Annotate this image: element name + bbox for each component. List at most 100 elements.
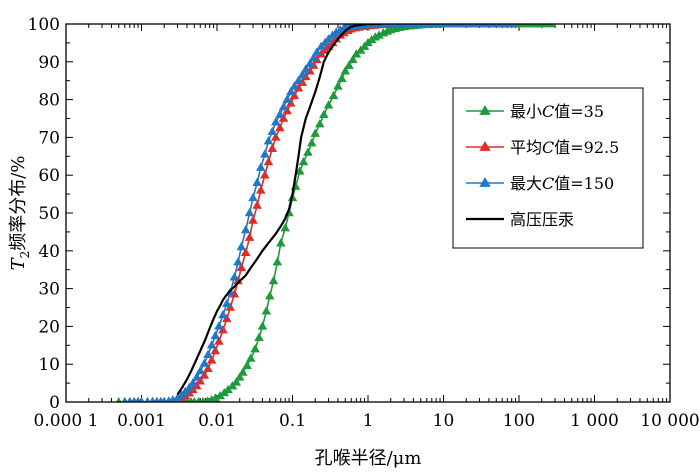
data-point (131, 397, 138, 402)
data-point (256, 185, 266, 194)
data-point (265, 291, 275, 300)
y-axis-title-rest: 频率分布/% (8, 156, 29, 251)
data-point (340, 66, 351, 75)
y-tick-label: 100 (28, 15, 60, 35)
data-point (280, 223, 290, 232)
data-point (180, 386, 191, 396)
data-point (144, 397, 151, 402)
plot-frame (65, 23, 671, 403)
series-line (118, 24, 551, 402)
data-point (138, 397, 145, 402)
x-tick-labels: 0.000 1 0.001 0.01 0.1 1 10 100 1 000 10 000 (34, 411, 700, 431)
x-tick-label: 0.000 1 (34, 411, 99, 431)
data-point (184, 382, 195, 391)
data-point (333, 81, 343, 90)
data-point (286, 87, 296, 96)
data-point (506, 24, 517, 28)
data-point (210, 345, 221, 355)
data-point (214, 321, 224, 330)
data-point (154, 397, 160, 402)
y-tick-label: 70 (38, 128, 60, 148)
x-tick-label: 1 (363, 411, 374, 431)
y-tick-label: 60 (38, 166, 60, 186)
data-point (161, 397, 168, 402)
data-point (272, 257, 283, 266)
data-point (328, 90, 339, 100)
data-point (293, 75, 304, 84)
data-point (298, 156, 309, 166)
series-line (176, 24, 382, 396)
data-point (210, 393, 221, 402)
legend-label: 最小C值=35 (510, 102, 604, 121)
data-point (252, 177, 262, 187)
legend-marker (479, 177, 491, 187)
data-point (246, 353, 256, 362)
data-point (236, 262, 247, 272)
data-point (233, 257, 243, 266)
data-point (240, 225, 251, 234)
data-point (252, 200, 262, 209)
data-point (234, 372, 245, 381)
data-point (248, 215, 258, 224)
data-point (222, 298, 232, 307)
data-point (278, 102, 289, 111)
data-point (254, 332, 264, 341)
y-axis-title: T2频率分布/% (8, 156, 32, 271)
x-tick-label: 0.001 (117, 411, 166, 431)
data-point (250, 344, 260, 353)
data-point (206, 340, 217, 349)
data-point (244, 232, 255, 241)
x-tick-label: 0.01 (198, 411, 236, 431)
data-point (344, 60, 354, 69)
data-point (310, 128, 320, 137)
x-tick-label: 10 (433, 411, 455, 431)
data-point (210, 330, 221, 340)
data-point (275, 122, 285, 132)
data-point (315, 119, 325, 128)
data-point (206, 355, 217, 364)
y-tick-label: 80 (38, 91, 60, 111)
data-point (545, 24, 556, 28)
x-axis-title: 孔喉半径/μm (315, 448, 422, 469)
legend-label: 平均C值=92.5 (510, 138, 619, 157)
data-point (271, 132, 281, 141)
svg-text:T2频率分布/%: T2频率分布/% (8, 156, 32, 271)
data-point (203, 349, 213, 358)
y-tick-label: 30 (38, 280, 60, 300)
legend-label: 高压压汞 (510, 210, 574, 229)
legend-item: 平均C值=92.5 (466, 138, 619, 157)
data-point (256, 162, 266, 171)
x-tick-label: 0.1 (279, 411, 306, 431)
legend-item: 最小C值=35 (466, 102, 604, 121)
data-point (374, 30, 384, 39)
data-point (195, 397, 202, 402)
series-4 (176, 24, 382, 396)
y-axis-title-main: T (8, 256, 29, 270)
data-point (267, 126, 278, 135)
data-point (261, 306, 272, 315)
data-point (275, 109, 285, 118)
data-point (337, 73, 347, 83)
data-point (229, 272, 240, 281)
data-point (126, 397, 133, 402)
data-point (236, 242, 247, 251)
data-point (238, 367, 248, 376)
data-point (218, 310, 228, 319)
data-point (268, 276, 279, 285)
x-tick-label: 1 000 (570, 411, 619, 431)
data-point (319, 109, 329, 118)
data-point (348, 54, 358, 64)
data-point (331, 27, 342, 36)
data-point (263, 156, 274, 166)
y-axis-title-sub: 2 (18, 251, 32, 259)
series-3 (121, 24, 517, 402)
data-point (115, 397, 122, 402)
data-point (312, 47, 322, 56)
data-point (307, 138, 317, 147)
data-point (305, 58, 315, 67)
data-point (203, 363, 213, 372)
data-point (276, 238, 286, 247)
data-point (242, 360, 252, 369)
x-tick-label: 10 000 (640, 411, 699, 431)
